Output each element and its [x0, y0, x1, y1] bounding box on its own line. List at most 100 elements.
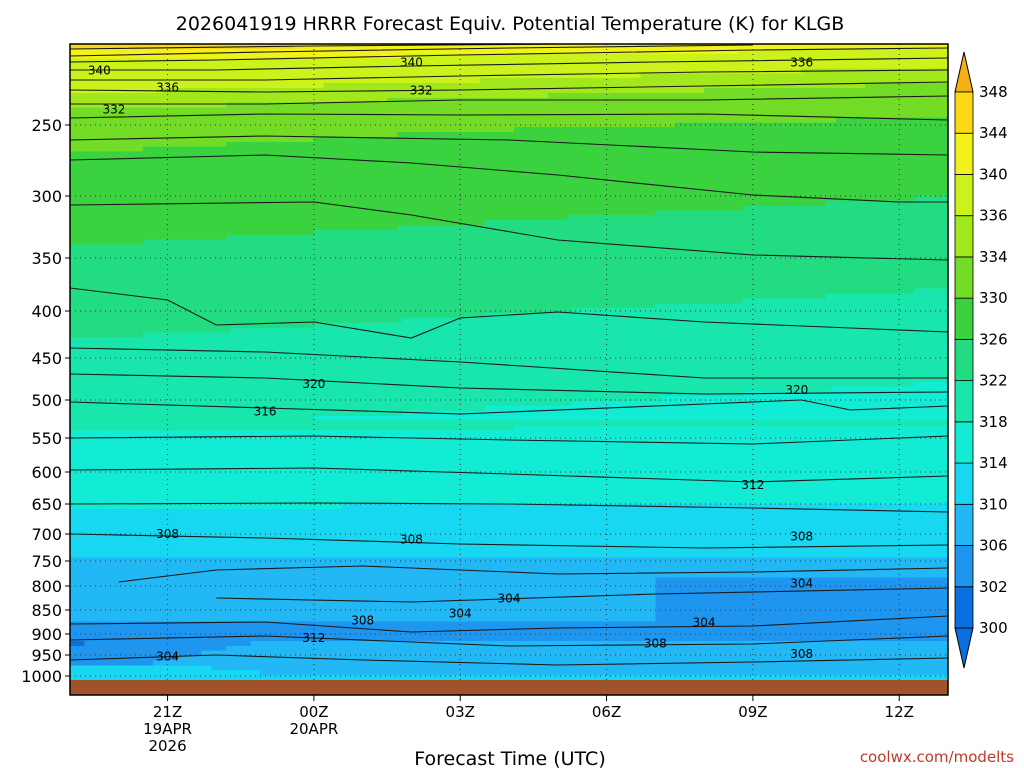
colorbar-segment: [954, 256, 974, 299]
colorbar-segment: [954, 215, 974, 258]
x-tick-label: 00Z: [299, 703, 328, 721]
colorbar-tick-label: 300: [979, 619, 1008, 637]
y-tick-label: 450: [31, 349, 62, 368]
contour-line: [70, 201, 948, 261]
y-tick-label: 1000: [21, 667, 62, 686]
colorbar-segment: [954, 503, 974, 546]
x-tick-label: 20APR: [289, 720, 338, 738]
contour-label: 316: [254, 404, 277, 418]
contour-label: 312: [302, 631, 325, 645]
y-tick-label: 400: [31, 302, 62, 321]
colorbar-segment: [954, 91, 974, 134]
chart-title: 2026041919 HRRR Forecast Equiv. Potentia…: [176, 13, 845, 35]
contour-label: 336: [790, 56, 813, 70]
x-tick-label: 03Z: [446, 703, 475, 721]
plot-frame: [69, 43, 949, 696]
y-tick-label: 650: [31, 495, 62, 514]
contour-label: 304: [693, 615, 716, 629]
colorbar-segment: [954, 297, 974, 340]
ground-fill: [70, 680, 948, 695]
contour-line: [118, 565, 948, 583]
contour-line: [70, 154, 948, 203]
x-tick-label: 09Z: [738, 703, 767, 721]
colorbar-tick-label: 306: [979, 537, 1008, 555]
contour-line: [70, 615, 948, 633]
credit-text: coolwx.com/modelts: [860, 748, 1014, 766]
y-tick-label: 950: [31, 646, 62, 665]
contour-label: 336: [156, 81, 179, 95]
y-tick-label: 800: [31, 577, 62, 596]
colorbar-tick-label: 344: [979, 124, 1008, 142]
x-tick-label: 06Z: [592, 703, 621, 721]
contour-label: 308: [790, 530, 813, 544]
x-tick-label: 21Z: [153, 703, 182, 721]
colorbar-segment: [954, 380, 974, 423]
contour-label: 332: [410, 84, 433, 98]
contour-line: [70, 373, 948, 395]
y-tick-label: 600: [31, 463, 62, 482]
x-tick-label: 19APR: [143, 720, 192, 738]
colorbar-segment: [954, 132, 974, 175]
colorbar-segment: [954, 462, 974, 505]
contour-label: 340: [400, 56, 423, 70]
contour-line: [70, 635, 948, 647]
colorbar-tick-label: 330: [979, 289, 1008, 307]
y-tick-label: 700: [31, 525, 62, 544]
colorbar-tick-label: 322: [979, 372, 1008, 390]
contour-line: [216, 587, 948, 603]
contour-label: 340: [88, 63, 111, 77]
y-tick-label: 300: [31, 187, 62, 206]
x-tick-label: 2026: [148, 737, 186, 755]
y-tick-label: 750: [31, 552, 62, 571]
colorbar-segment: [954, 545, 974, 588]
colorbar-segment: [954, 174, 974, 217]
contour-label: 304: [790, 577, 813, 591]
colorbar-max-arrow: [954, 51, 974, 93]
colorbar-tick-label: 318: [979, 413, 1008, 431]
colorbar-segment: [954, 586, 974, 629]
colorbar: 300 302 306 310 314 318 322 326 330 334 336 340 344 3…: [954, 51, 1008, 669]
y-tick-label: 500: [31, 391, 62, 410]
colorbar-tick-label: 348: [979, 83, 1008, 101]
contour-label: 308: [644, 637, 667, 651]
colorbar-segment: [954, 338, 974, 382]
y-tick-label: 850: [31, 601, 62, 620]
contour-label: 304: [498, 591, 521, 605]
colorbar-tick-label: 336: [979, 207, 1008, 225]
contour-line: [70, 502, 948, 513]
colorbar-tick-label: 314: [979, 454, 1008, 472]
contour-line: [70, 287, 948, 339]
contour-line: [70, 654, 948, 666]
contour-label: 308: [351, 614, 374, 628]
y-tick-label: 350: [31, 249, 62, 268]
contour-line: [70, 113, 948, 121]
y-axis: 250 300 350 400 450 500 550 600 650 700 750 800 850 9…: [21, 116, 70, 686]
contour-label: 308: [790, 647, 813, 661]
contour-label: 304: [449, 606, 472, 620]
contour-line: [70, 347, 948, 379]
contour-label: 308: [400, 532, 423, 546]
colorbar-tick-label: 340: [979, 165, 1008, 183]
contour-label: 304: [156, 649, 179, 663]
contour-label: 332: [102, 102, 125, 116]
x-axis-label: Forecast Time (UTC): [414, 748, 605, 768]
contour-line: [70, 69, 948, 81]
x-tick-label: 12Z: [885, 703, 914, 721]
colorbar-tick-label: 334: [979, 248, 1008, 266]
y-tick-label: 900: [31, 625, 62, 644]
colorbar-min-arrow: [954, 627, 974, 669]
y-tick-label: 550: [31, 429, 62, 448]
contour-line: [70, 435, 948, 445]
colorbar-tick-label: 302: [979, 578, 1008, 596]
y-tick-label: 250: [31, 116, 62, 135]
colorbar-tick-label: 326: [979, 330, 1008, 348]
contour-label: 320: [785, 383, 808, 397]
colorbar-tick-label: 310: [979, 495, 1008, 513]
contour-line: [70, 135, 948, 156]
contour-line: [70, 399, 948, 415]
colorbar-segment: [954, 421, 974, 464]
contour-line: [70, 467, 948, 483]
